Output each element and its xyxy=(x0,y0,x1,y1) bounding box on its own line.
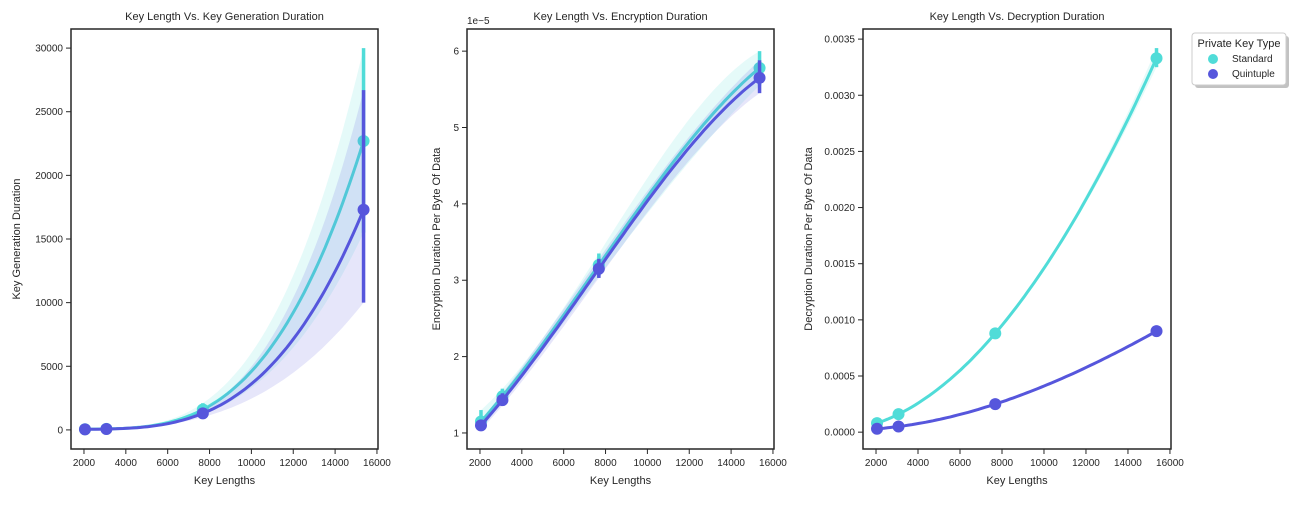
y-tick-label: 5 xyxy=(453,123,459,134)
ci-band xyxy=(85,48,364,430)
legend: Private Key Type Standard Quintuple xyxy=(1191,32,1289,88)
x-tick-label: 16000 xyxy=(1156,458,1184,469)
data-point xyxy=(100,423,113,436)
series-quintuple xyxy=(78,90,370,436)
y-tick-label: 6 xyxy=(453,47,459,58)
y-tick-label: 20000 xyxy=(35,171,63,182)
ci-band xyxy=(85,90,364,430)
data-point xyxy=(1150,325,1163,338)
x-tick-label: 8000 xyxy=(594,458,617,469)
subplot-1: 2000 4000 6000 8000 10000 12000 14000 16000 0 500… xyxy=(11,11,391,487)
y-tick-label: 0.0010 xyxy=(824,315,855,326)
subplot-3: 2000 4000 6000 8000 10000 12000 14000 16000 0.00… xyxy=(803,11,1184,487)
y-tick-label: 1 xyxy=(453,428,459,439)
x-tick-label: 2000 xyxy=(865,458,888,469)
y-tick-label: 30000 xyxy=(35,44,63,55)
x-tick-label: 10000 xyxy=(1030,458,1058,469)
y-tick-label: 0.0015 xyxy=(824,259,855,270)
x-axis-label: Key Lengths xyxy=(194,475,256,487)
y-tick-label: 0.0020 xyxy=(824,203,855,214)
data-point xyxy=(78,423,91,436)
legend-marker-quintuple xyxy=(1208,69,1218,79)
data-point xyxy=(892,420,905,433)
ci-band xyxy=(877,330,1157,430)
x-tick-label: 16000 xyxy=(363,458,391,469)
x-tick-label: 8000 xyxy=(991,458,1014,469)
legend-label-standard: Standard xyxy=(1232,54,1273,65)
y-tick-label: 0.0005 xyxy=(824,372,855,383)
data-point xyxy=(196,407,209,420)
y-axis-label: Key Generation Duration xyxy=(11,178,23,299)
y-tick-label: 5000 xyxy=(41,362,64,373)
y-tick-label: 10000 xyxy=(35,298,63,309)
subplot-2: 2000 4000 6000 8000 10000 12000 14000 16000 1 2 3 4… xyxy=(431,11,787,487)
y-tick-label: 15000 xyxy=(35,235,63,246)
x-tick-label: 4000 xyxy=(511,458,534,469)
x-tick-label: 14000 xyxy=(321,458,349,469)
y-tick-label: 2 xyxy=(453,352,459,363)
x-tick-label: 4000 xyxy=(115,458,138,469)
y-axis-label: Decryption Duration Per Byte Of Data xyxy=(803,146,815,330)
y-tick-label: 0.0035 xyxy=(824,35,855,46)
x-tick-label: 6000 xyxy=(553,458,576,469)
y-tick-label: 0.0000 xyxy=(824,428,855,439)
data-point xyxy=(357,203,370,216)
y-tick-label: 3 xyxy=(453,276,459,287)
y-tick-label: 25000 xyxy=(35,107,63,118)
x-tick-label: 2000 xyxy=(73,458,96,469)
data-point xyxy=(496,394,509,407)
axes-frame xyxy=(862,28,1172,450)
y-axis-label: Encryption Duration Per Byte Of Data xyxy=(431,147,443,331)
x-tick-label: 12000 xyxy=(1072,458,1100,469)
x-tick-label: 2000 xyxy=(469,458,492,469)
y-tick-label: 4 xyxy=(453,199,459,210)
fit-line xyxy=(876,57,1158,425)
y-offset-text: 1e−5 xyxy=(467,16,490,27)
chart-title: Key Length Vs. Key Generation Duration xyxy=(125,11,324,23)
series-quintuple xyxy=(871,325,1163,435)
chart-title: Key Length Vs. Decryption Duration xyxy=(930,11,1105,23)
data-point xyxy=(753,71,766,84)
legend-label-quintuple: Quintuple xyxy=(1232,69,1275,80)
data-point xyxy=(474,419,487,432)
x-axis-label: Key Lengths xyxy=(590,475,652,487)
x-tick-label: 6000 xyxy=(949,458,972,469)
x-tick-label: 14000 xyxy=(717,458,745,469)
x-tick-label: 6000 xyxy=(157,458,180,469)
series-standard xyxy=(871,48,1163,430)
x-tick-label: 4000 xyxy=(907,458,930,469)
legend-marker-standard xyxy=(1208,54,1218,64)
data-point xyxy=(592,262,605,275)
axes-frame xyxy=(466,28,775,450)
series-quintuple xyxy=(474,60,766,432)
x-tick-label: 14000 xyxy=(1114,458,1142,469)
data-point xyxy=(892,408,905,421)
x-tick-label: 12000 xyxy=(279,458,307,469)
data-point xyxy=(1150,52,1163,65)
legend-title: Private Key Type xyxy=(1198,38,1281,50)
data-point xyxy=(989,398,1002,411)
fit-line xyxy=(84,209,365,431)
fit-line xyxy=(876,329,1158,431)
x-tick-label: 10000 xyxy=(237,458,265,469)
x-tick-label: 8000 xyxy=(198,458,221,469)
data-point xyxy=(871,422,884,435)
fit-line xyxy=(479,76,761,427)
ci-band xyxy=(877,48,1157,425)
x-tick-label: 16000 xyxy=(759,458,787,469)
x-tick-label: 12000 xyxy=(675,458,703,469)
y-tick-label: 0 xyxy=(57,425,63,436)
x-axis-label: Key Lengths xyxy=(986,475,1048,487)
chart-title: Key Length Vs. Encryption Duration xyxy=(533,11,707,23)
fit-line xyxy=(479,66,761,423)
y-tick-label: 0.0025 xyxy=(824,147,855,158)
y-tick-label: 0.0030 xyxy=(824,91,855,102)
data-point xyxy=(989,327,1002,340)
x-tick-label: 10000 xyxy=(633,458,661,469)
